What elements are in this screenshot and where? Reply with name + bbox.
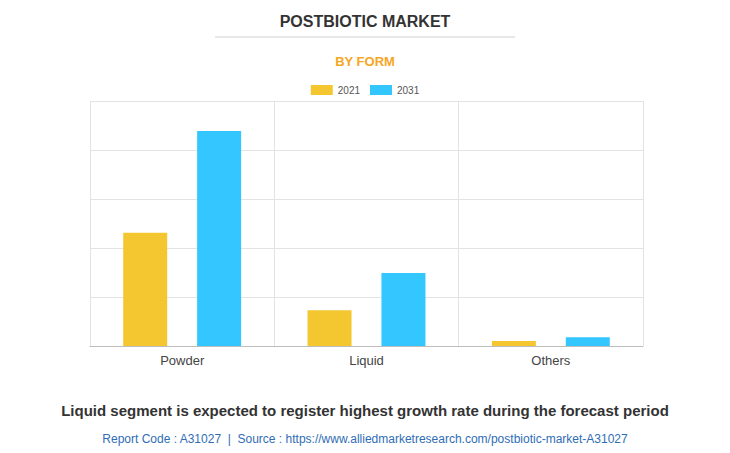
svg-text:POSTBIOTIC MARKET: POSTBIOTIC MARKET bbox=[280, 13, 451, 30]
svg-text:2031: 2031 bbox=[397, 85, 420, 96]
svg-text:Liquid segment is expected to: Liquid segment is expected to register h… bbox=[61, 402, 669, 419]
svg-text:Powder: Powder bbox=[160, 353, 205, 368]
svg-text:2021: 2021 bbox=[338, 85, 361, 96]
svg-text:Report Code : A31027 | Sourc: Report Code : A31027 | Source : https://… bbox=[102, 432, 628, 446]
svg-text:Liquid: Liquid bbox=[349, 353, 384, 368]
svg-text:Others: Others bbox=[531, 353, 571, 368]
svg-text:BY FORM: BY FORM bbox=[335, 54, 395, 69]
